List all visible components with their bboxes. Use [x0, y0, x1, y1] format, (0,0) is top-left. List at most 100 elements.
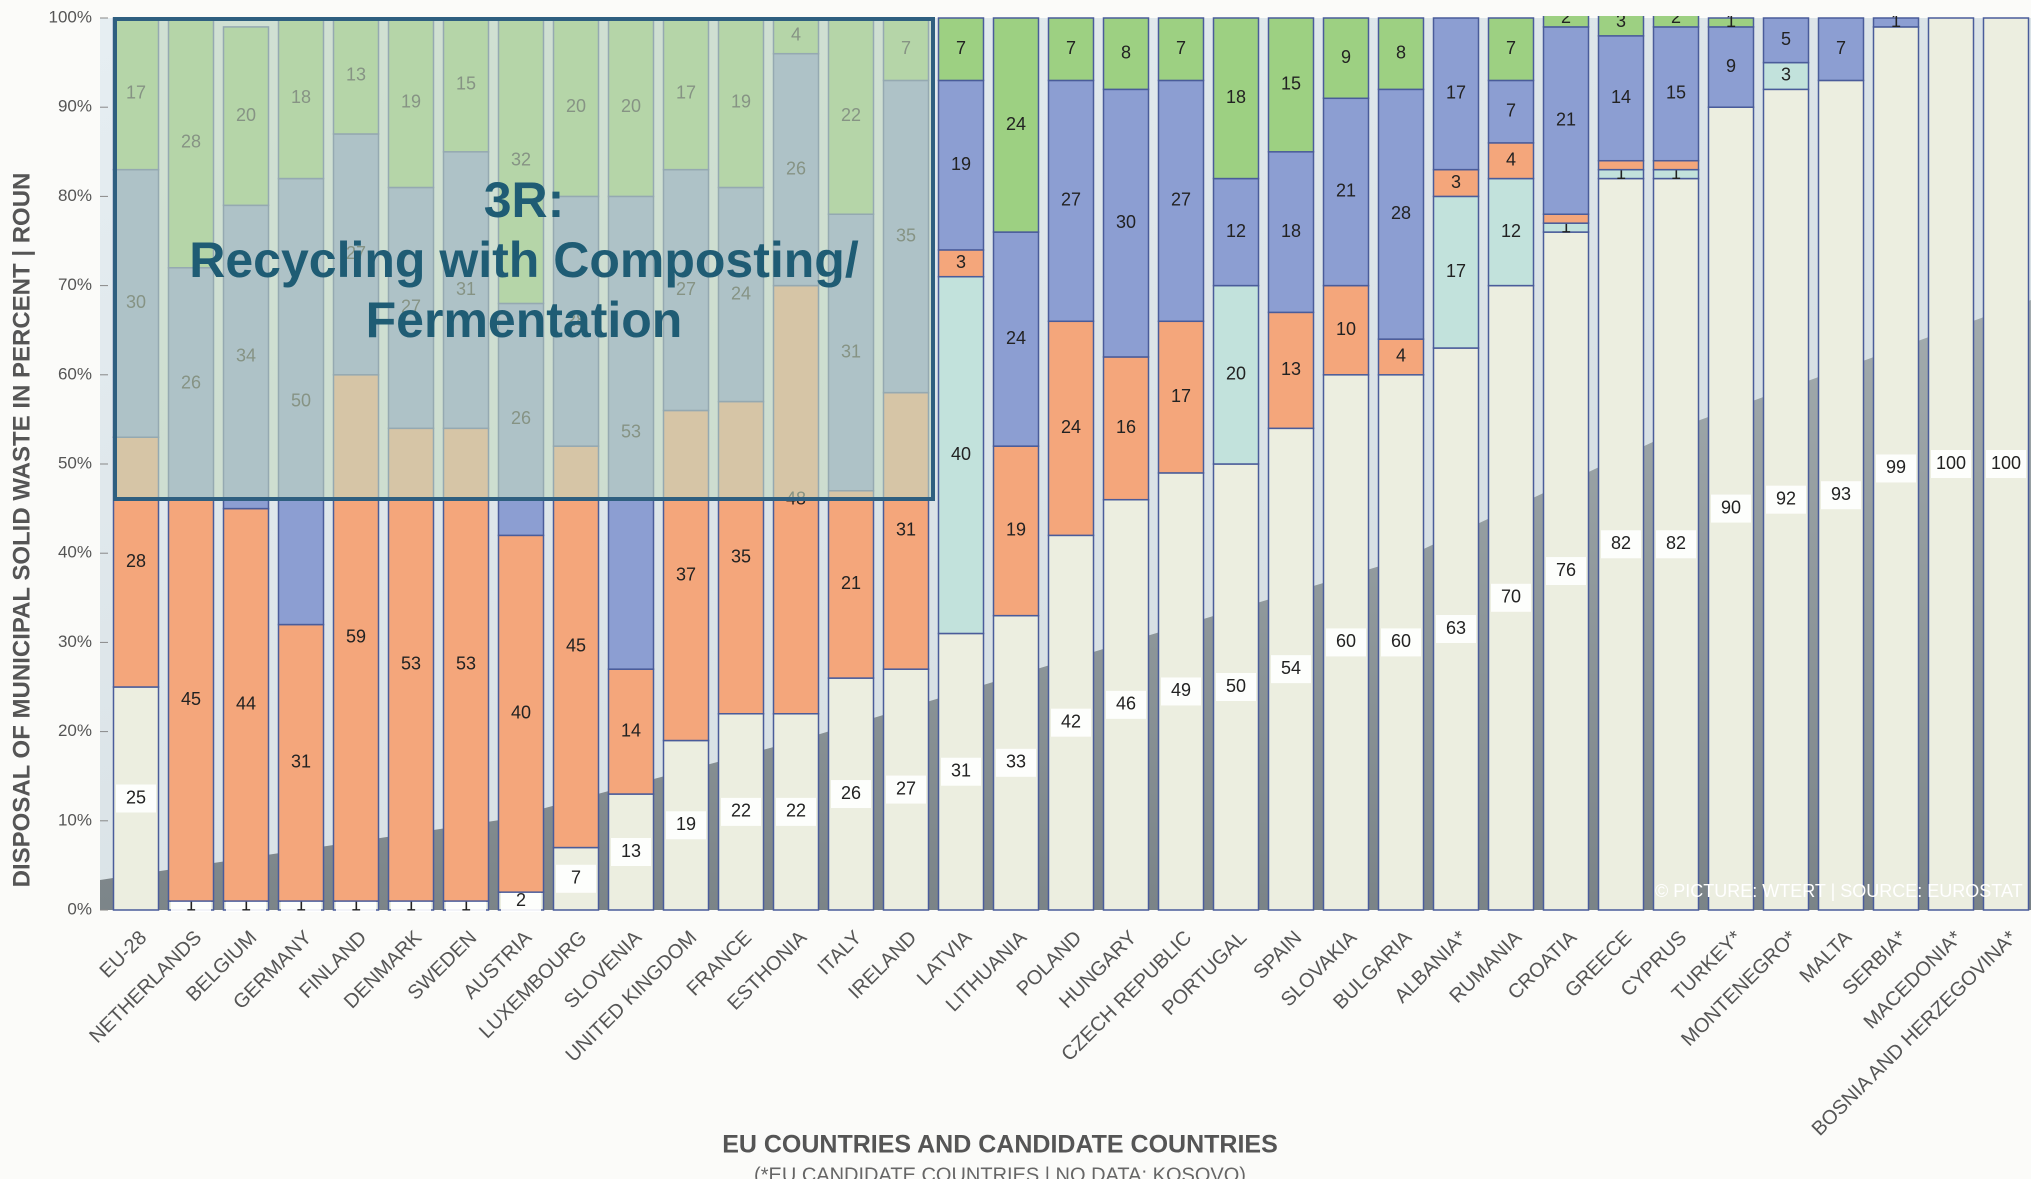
bar-segment [1102, 88, 1150, 358]
data-label: 1 [461, 894, 471, 914]
data-label: 26 [841, 783, 861, 803]
bar-segment [992, 231, 1040, 447]
bar-segment [1432, 17, 1480, 171]
y-tick-label: 90% [58, 97, 92, 116]
data-label: 18 [1281, 221, 1301, 241]
data-label: 7 [1066, 38, 1076, 58]
data-label: 93 [1831, 484, 1851, 504]
data-label: 9 [1726, 56, 1736, 76]
data-label: 19 [676, 814, 696, 834]
data-label: 14 [621, 720, 641, 740]
label-box [996, 748, 1036, 777]
data-label: 1 [1561, 216, 1571, 236]
data-label: 1 [1671, 163, 1681, 183]
data-label: 37 [676, 564, 696, 584]
bar-segment [1267, 17, 1315, 153]
data-label: 13 [1281, 359, 1301, 379]
data-label: 28 [126, 551, 146, 571]
bar-segment [1597, 159, 1645, 171]
data-label: 21 [1336, 181, 1356, 201]
y-tick-label: 50% [58, 453, 92, 472]
data-label: 40 [511, 703, 531, 723]
bar-segment [1322, 17, 1370, 100]
data-label: 28 [1391, 203, 1411, 223]
bar-segment [387, 427, 435, 902]
bar-segment [1102, 356, 1150, 501]
overlay-box [113, 17, 935, 501]
bar-segment [827, 490, 875, 679]
bar-segment [1542, 26, 1590, 215]
data-label: 17 [1446, 261, 1466, 281]
data-label: 53 [401, 653, 421, 673]
bar-segment [1542, 16, 1590, 28]
data-label: 44 [236, 694, 256, 714]
y-tick-label: 60% [58, 364, 92, 383]
data-label: 1 [241, 894, 251, 914]
data-label: 27 [1061, 190, 1081, 210]
label-box [1271, 655, 1311, 684]
data-label: 17 [1171, 386, 1191, 406]
data-label: 4 [1506, 149, 1516, 169]
bar-segment [1322, 97, 1370, 287]
data-label: 35 [731, 546, 751, 566]
data-label: 63 [1446, 618, 1466, 638]
data-label: 2 [1561, 7, 1571, 27]
label-box [611, 838, 651, 867]
label-box [1766, 485, 1806, 514]
data-label: 1 [1616, 163, 1626, 183]
data-label: 82 [1611, 533, 1631, 553]
data-label: 7 [571, 868, 581, 888]
label-box [116, 784, 156, 813]
data-label: 100 [1936, 453, 1966, 473]
overlay: 3R:Recycling with Composting/Fermentatio… [113, 17, 935, 501]
label-box [1876, 454, 1916, 483]
label-box [776, 797, 816, 826]
bar-segment [1762, 61, 1810, 91]
bar-segment [1212, 284, 1260, 465]
data-label: 30 [1116, 212, 1136, 232]
label-box [721, 797, 761, 826]
label-box [1821, 481, 1861, 510]
data-label: 76 [1556, 560, 1576, 580]
data-label: 5 [1781, 29, 1791, 49]
data-label: 7 [1506, 100, 1516, 120]
data-label: 90 [1721, 497, 1741, 517]
bar-segment [1157, 320, 1205, 474]
x-tick-label: MACEDONIA* [1860, 927, 1967, 1034]
data-label: 50 [1226, 676, 1246, 696]
bar-segment [937, 17, 985, 82]
label-box [1931, 450, 1971, 478]
data-label: 31 [291, 752, 311, 772]
y-tick-label: 30% [58, 632, 92, 651]
data-label: 22 [731, 801, 751, 821]
data-label: 49 [1171, 680, 1191, 700]
bar-segment [552, 445, 600, 849]
data-label: 8 [1121, 42, 1131, 62]
bar-segment [1157, 79, 1205, 323]
data-label: 1 [406, 894, 416, 914]
bar-segment [1597, 35, 1645, 162]
bar-segment [222, 507, 270, 902]
y-tick-label: 20% [58, 721, 92, 740]
bar-segment [1652, 159, 1700, 171]
label-box [1491, 583, 1531, 612]
data-label: 70 [1501, 587, 1521, 607]
data-label: 8 [1396, 42, 1406, 62]
bar-segment [1597, 16, 1645, 37]
label-box [556, 864, 596, 893]
label-box [666, 811, 706, 840]
bar-segment [1047, 320, 1095, 537]
bar-segment [1157, 17, 1205, 82]
label-box [1601, 530, 1641, 559]
label-box [831, 780, 871, 809]
overlay-title: Recycling with Composting/ [189, 232, 859, 288]
y-tick-label: 70% [58, 275, 92, 294]
data-label: 3 [1616, 11, 1626, 31]
data-label: 27 [896, 778, 916, 798]
data-label: 3 [1451, 172, 1461, 192]
bar-segment [1212, 17, 1260, 180]
data-label: 3 [1781, 65, 1791, 85]
credit: © PICTURE: WTERT | SOURCE: EUROSTAT [1655, 881, 2023, 901]
